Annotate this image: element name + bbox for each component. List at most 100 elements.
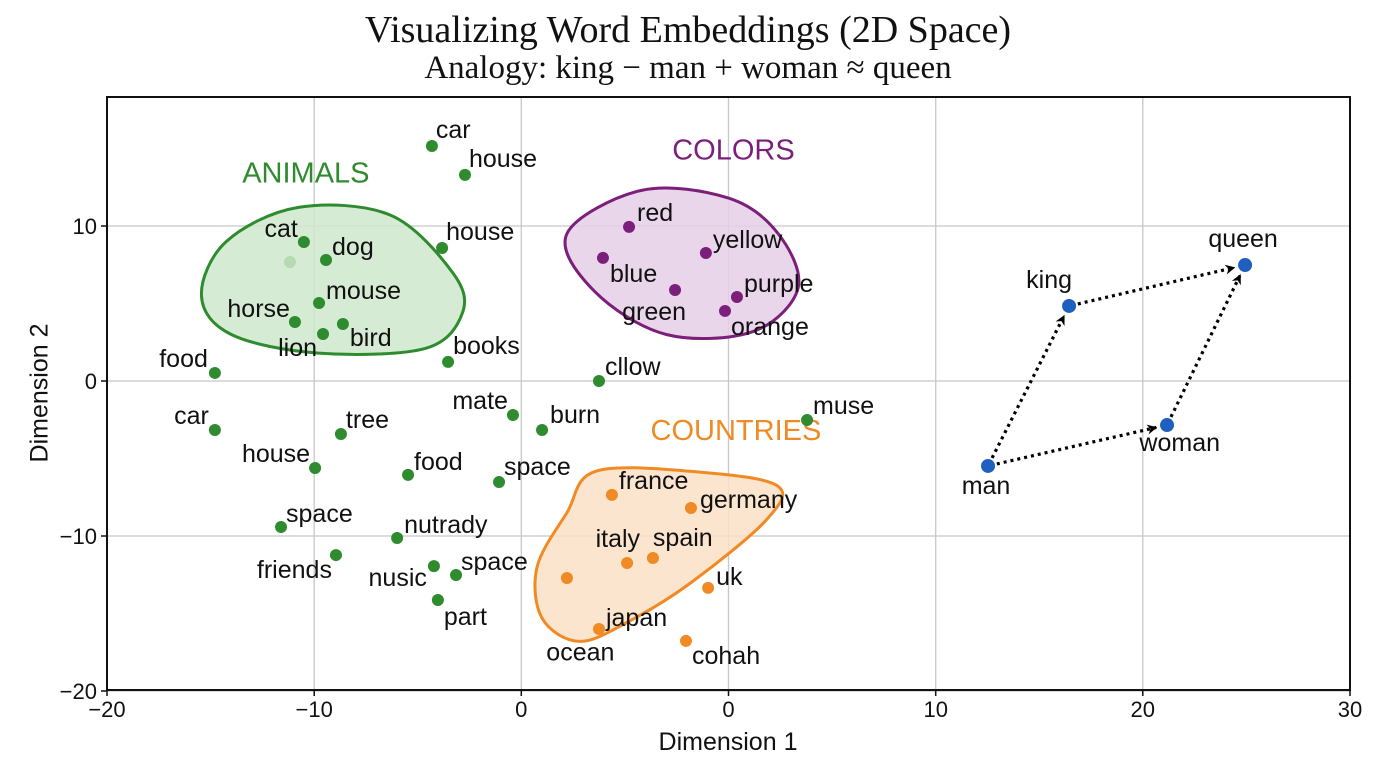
data-point (679, 634, 692, 647)
y-axis-label: Dimension 2 (25, 323, 54, 463)
data-point (702, 581, 715, 594)
analogy-arrow (1077, 264, 1236, 306)
x-tick-label: 0 (515, 697, 527, 722)
data-point (334, 428, 347, 441)
point-label: france (619, 467, 688, 495)
point-label: italy (596, 525, 641, 553)
chart-title: Visualizing Word Embeddings (2D Space) (364, 9, 1012, 51)
chart-subtitle: Analogy: king − man + woman ≈ queen (424, 50, 952, 86)
y-tick-label: −10 (60, 524, 97, 549)
data-point (297, 235, 310, 248)
point-label: space (504, 453, 571, 481)
point-label: food (159, 345, 208, 373)
point-label: nutrady (404, 511, 488, 539)
data-point (402, 468, 415, 481)
point-label: orange (731, 313, 809, 341)
point-label: queen (1208, 225, 1278, 253)
point-label: horse (227, 295, 290, 323)
point-label: muse (813, 392, 874, 420)
data-point (730, 290, 743, 303)
point-label: nusic (369, 564, 427, 592)
data-point (288, 315, 301, 328)
data-point (493, 476, 506, 489)
analogy-arrow (996, 424, 1158, 466)
data-point (1062, 298, 1077, 313)
data-point (317, 328, 330, 341)
point-label: space (286, 500, 353, 528)
point-label: ocean (546, 638, 614, 666)
x-tick-label: −20 (88, 697, 125, 722)
point-label: bird (350, 324, 392, 352)
point-label: food (414, 448, 463, 476)
data-point (309, 461, 322, 474)
data-point (283, 255, 296, 268)
data-point (329, 549, 342, 562)
point-label: friends (257, 556, 332, 584)
data-point (981, 458, 996, 473)
point-label: car (174, 402, 209, 430)
data-point (623, 220, 636, 233)
y-tick-label: 0 (85, 369, 97, 394)
data-point (605, 488, 618, 501)
point-label: man (962, 472, 1011, 500)
region-label-colors: COLORS (672, 134, 794, 166)
data-point (436, 242, 449, 255)
point-label: spain (653, 524, 713, 552)
data-point (458, 168, 471, 181)
data-point (506, 408, 519, 421)
point-label: tree (346, 406, 389, 434)
data-point (646, 552, 659, 565)
data-point (669, 284, 682, 297)
x-axis-label: Dimension 1 (658, 728, 798, 756)
point-label: cllow (605, 353, 662, 381)
point-label: red (637, 199, 673, 227)
point-label: dog (332, 233, 374, 261)
region-animals (199, 203, 467, 356)
x-tick-label: 20 (1131, 697, 1155, 722)
data-point (536, 423, 549, 436)
region-label-animals: ANIMALS (242, 158, 369, 190)
data-point (596, 251, 609, 264)
point-label: uk (716, 563, 743, 591)
data-point (560, 572, 573, 585)
data-point (208, 423, 221, 436)
data-point (1160, 418, 1175, 433)
point-label: yellow (713, 226, 783, 254)
data-point (431, 594, 444, 607)
point-label: car (436, 116, 471, 144)
data-point (621, 556, 634, 569)
data-point (801, 414, 814, 427)
point-label: house (446, 218, 514, 246)
point-label: lion (278, 334, 317, 362)
data-point (719, 304, 732, 317)
analogy-arrow (990, 314, 1066, 459)
data-point (1238, 258, 1253, 273)
point-label: cat (265, 215, 298, 243)
data-point (313, 297, 326, 310)
point-label: purple (744, 270, 814, 298)
analogy-arrow (1169, 274, 1242, 418)
point-label: house (242, 440, 310, 468)
data-point (592, 375, 605, 387)
data-point (425, 140, 438, 153)
x-tick-label: 0 (722, 697, 734, 722)
data-point (320, 253, 333, 266)
point-label: books (453, 332, 520, 360)
point-label: cohah (692, 642, 760, 670)
data-point (336, 317, 349, 330)
region-countries (533, 466, 785, 643)
y-tick-label: −20 (60, 679, 97, 704)
data-point (699, 246, 712, 259)
point-label: mouse (326, 277, 401, 305)
point-label: burn (550, 401, 600, 429)
point-label: japan (605, 604, 667, 632)
data-point (684, 501, 697, 514)
point-label: space (461, 548, 528, 576)
data-point (592, 623, 605, 635)
data-point (442, 355, 455, 368)
point-label: woman (1138, 429, 1220, 457)
y-tick-label: 10 (73, 214, 97, 239)
point-label: house (469, 145, 537, 173)
data-point (275, 521, 288, 534)
